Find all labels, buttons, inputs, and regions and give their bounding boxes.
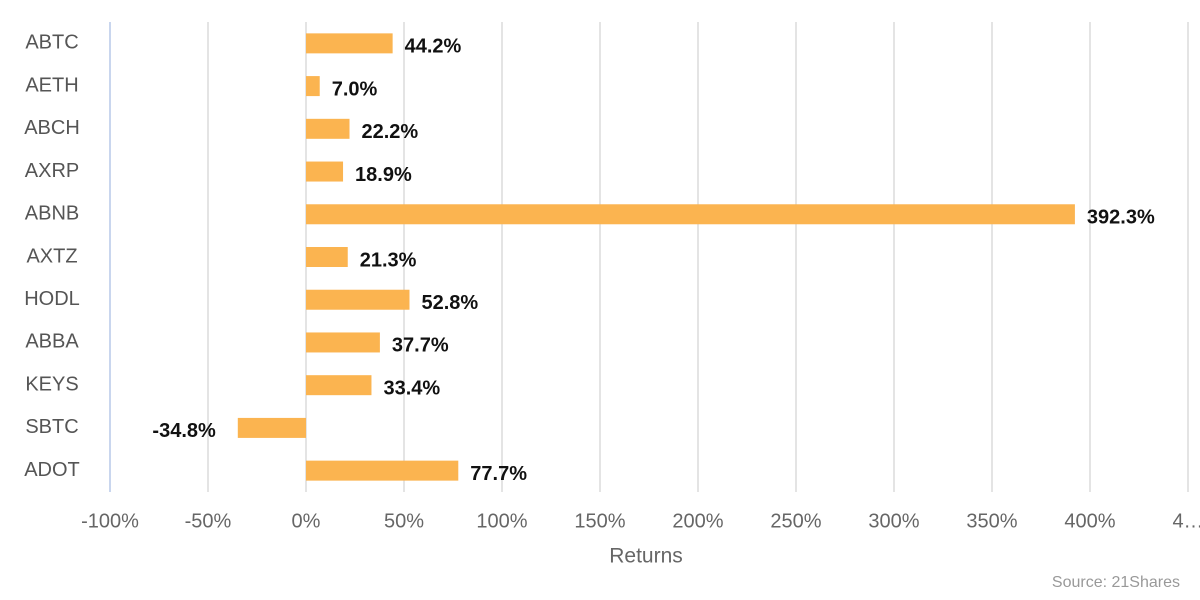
source: Source: 21Shares [1052,574,1180,591]
x-tick-label: -50% [185,510,232,532]
y-tick-label: ABBA [25,331,79,353]
bar [237,417,306,438]
data-label: 52.8% [421,292,478,314]
x-tick-label: 350% [966,510,1017,532]
bar [306,375,372,396]
x-tick-label: 250% [770,510,821,532]
data-label: 18.9% [355,164,412,186]
y-tick-label: SBTC [25,416,78,438]
x-tick-label: 150% [574,510,625,532]
x-tick-label: 300% [868,510,919,532]
y-tick-label: ABCH [24,117,80,139]
data-label: 7.0% [332,78,378,100]
y-tick-label: ABNB [25,203,79,225]
data-label: 33.4% [383,377,440,399]
y-tick-label: AXRP [25,160,79,182]
x-tick-label: 50% [384,510,424,532]
bar [306,247,348,267]
y-tick-label: ABTC [25,32,78,54]
bar [306,161,344,182]
y-tick-label: ADOT [24,459,80,481]
x-tick-label: 400% [1064,510,1115,532]
bar [306,289,410,310]
x-tick-label: -100% [81,510,139,532]
y-tick-label: HODL [24,288,80,310]
x-axis-title: Returns [609,545,683,568]
data-label: 44.2% [405,36,462,58]
data-label: 21.3% [360,249,417,271]
x-tick-label: 4… [1172,510,1200,532]
bar [306,76,320,97]
y-tick-label: KEYS [25,373,78,395]
data-label: 77.7% [470,463,527,485]
bar [306,33,393,54]
data-label: -34.8% [152,420,216,442]
y-tick-label: AETH [25,74,78,96]
bar [306,460,459,481]
bar [306,204,1075,225]
bar [306,118,350,139]
data-label: 22.2% [362,121,419,143]
data-label: 392.3% [1087,207,1155,229]
x-tick-label: 0% [292,510,321,532]
bar [306,332,380,353]
y-tick-label: AXTZ [26,245,77,267]
x-tick-label: 100% [476,510,527,532]
data-label: 37.7% [392,335,449,357]
x-tick-label: 200% [672,510,723,532]
